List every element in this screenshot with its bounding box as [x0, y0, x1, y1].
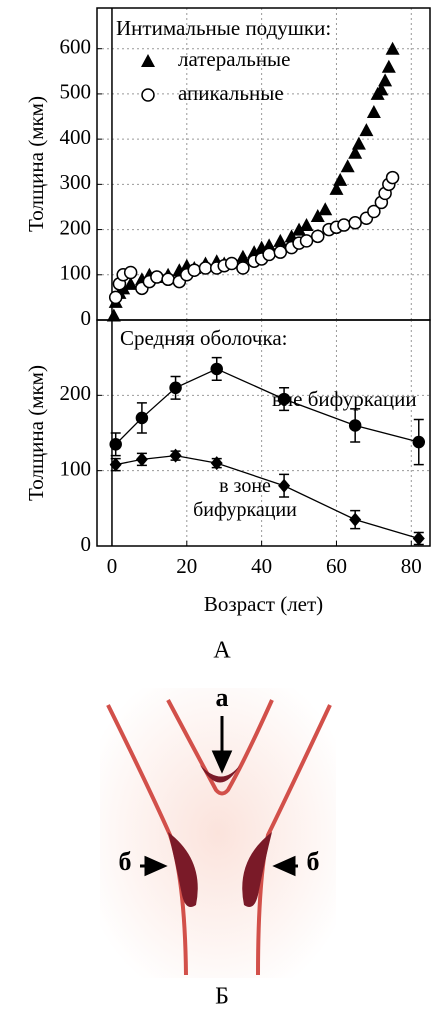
caption: А	[213, 638, 231, 664]
point	[333, 172, 348, 186]
point	[381, 59, 396, 73]
point	[169, 448, 182, 463]
point	[329, 181, 344, 195]
caption: Б	[215, 984, 229, 1010]
point	[210, 362, 223, 376]
point	[123, 276, 138, 290]
diagram-label: б	[307, 847, 320, 876]
point	[150, 270, 164, 284]
point	[108, 290, 123, 305]
x-tick-label: 40	[251, 554, 272, 578]
point	[135, 452, 148, 467]
diagram-label: б	[119, 847, 132, 876]
point	[262, 238, 277, 252]
point	[348, 419, 362, 432]
point	[235, 249, 250, 263]
point	[367, 204, 381, 219]
y-tick-label: 600	[60, 35, 92, 59]
point	[187, 263, 202, 278]
point	[385, 170, 400, 185]
y-tick-label: 100	[60, 456, 92, 480]
legend-title: Интимальные подушки:	[116, 16, 331, 40]
y-tick-label: 0	[81, 532, 92, 556]
cushion-lateral	[168, 832, 198, 908]
point	[337, 218, 351, 232]
y-tick-label: 300	[60, 170, 92, 194]
point	[385, 41, 400, 55]
x-tick-label: 0	[107, 554, 118, 578]
y-tick-label: 500	[60, 80, 92, 104]
y-axis-label: Толщина (мкм)	[24, 365, 48, 501]
point	[366, 105, 381, 118]
point	[311, 229, 325, 244]
series-label: в зоне бифуркации	[193, 475, 297, 522]
point	[318, 202, 333, 216]
point	[161, 272, 175, 287]
point	[351, 136, 366, 150]
point	[198, 261, 213, 275]
y-tick-label: 400	[60, 125, 92, 149]
y-tick-label: 100	[60, 261, 92, 285]
legend-label: апикальные	[178, 81, 284, 105]
point	[277, 392, 291, 406]
point	[349, 512, 362, 527]
legend-marker	[141, 54, 155, 67]
point	[374, 82, 389, 96]
point	[273, 233, 288, 247]
point	[348, 216, 362, 230]
point	[236, 261, 250, 275]
point	[412, 531, 425, 546]
point	[109, 457, 122, 472]
point	[262, 247, 276, 262]
cushion-apical	[200, 765, 240, 783]
y-axis-label: Толщина (мкм)	[24, 96, 48, 232]
point	[135, 411, 149, 425]
diagram-background	[100, 688, 336, 978]
point	[359, 123, 374, 137]
x-axis-label: Возраст (лет)	[204, 592, 323, 616]
arrows	[140, 716, 298, 877]
point	[292, 222, 307, 236]
point	[348, 145, 363, 159]
point	[169, 381, 182, 395]
point	[106, 308, 121, 322]
point	[299, 234, 314, 248]
legend-title: Средняя оболочка:	[120, 326, 288, 350]
point	[310, 209, 325, 222]
legend-label: латеральные	[178, 47, 291, 71]
x-tick-label: 80	[401, 554, 422, 578]
y-tick-label: 200	[60, 381, 92, 405]
point	[224, 256, 239, 271]
point	[340, 159, 355, 173]
y-tick-label: 0	[81, 306, 92, 330]
point	[412, 435, 426, 449]
x-tick-label: 20	[176, 554, 197, 578]
point	[378, 73, 393, 87]
legend-marker	[141, 88, 155, 102]
point	[210, 456, 223, 471]
plot-frame	[96, 319, 431, 547]
point	[273, 245, 288, 259]
point	[123, 265, 138, 280]
point	[299, 218, 314, 232]
point	[109, 438, 122, 451]
diagram-label: а	[216, 683, 229, 712]
y-tick-label: 200	[60, 215, 92, 239]
x-tick-label: 60	[326, 554, 347, 578]
cushion-lateral	[242, 832, 272, 908]
series-label: вне бифуркации	[272, 387, 417, 411]
point	[278, 478, 291, 493]
